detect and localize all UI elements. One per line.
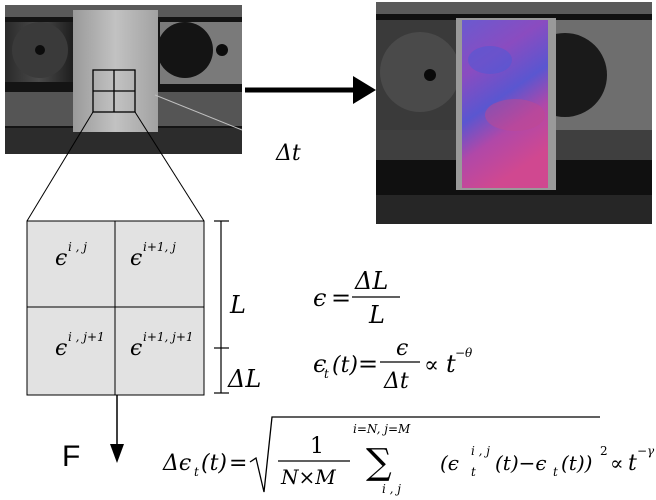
strain-grid: [26, 220, 205, 396]
svg-text:∝: ∝: [424, 353, 439, 378]
force-label: F: [62, 440, 80, 473]
svg-text:i , j: i , j: [471, 444, 490, 458]
svg-text:i=N, j=M: i=N, j=M: [353, 422, 411, 436]
svg-text:i+1, j+1: i+1, j+1: [143, 330, 194, 344]
svg-text:=: =: [331, 284, 351, 312]
left-specimen-photo: [5, 5, 243, 154]
time-step-arrow: [245, 76, 376, 104]
svg-text:1: 1: [310, 434, 324, 459]
length-bracket: [214, 220, 229, 394]
svg-text:i , j: i , j: [382, 482, 401, 496]
svg-text:t: t: [628, 451, 637, 476]
svg-text:ϵ: ϵ: [130, 246, 142, 271]
svg-text:ϵ: ϵ: [55, 246, 67, 271]
svg-text:ϵ: ϵ: [313, 350, 326, 378]
rate-equation: ϵ t (t) = ϵ Δt ∝ t −θ: [313, 336, 473, 394]
svg-text:ϵ: ϵ: [396, 336, 408, 361]
svg-text:(t): (t): [332, 353, 358, 378]
svg-text:Δt: Δt: [383, 369, 409, 394]
svg-text:i+1, j: i+1, j: [143, 240, 176, 254]
svg-text:∝: ∝: [610, 451, 624, 475]
svg-text:i , j+1: i , j+1: [68, 330, 105, 344]
svg-text:N×M: N×M: [280, 465, 336, 489]
svg-text:t: t: [471, 465, 476, 479]
svg-text:2: 2: [600, 444, 608, 458]
length-label: L: [229, 291, 246, 319]
force-arrow: [110, 395, 124, 463]
cell-label-3: ϵ i+1, j+1: [130, 330, 194, 361]
fluctuation-equation: Δϵ t (t) = 1 N×M i=N, j=M ∑ i , j (ϵ t i…: [162, 416, 655, 496]
cell-label-1: ϵ i+1, j: [130, 240, 176, 271]
sqrt-sign: [249, 416, 600, 493]
cell-label-2: ϵ i , j+1: [55, 330, 105, 361]
svg-text:=: =: [358, 350, 378, 378]
svg-text:(ϵ: (ϵ: [440, 451, 459, 475]
zoom-line-right: [134, 111, 205, 222]
svg-text:ϵ: ϵ: [55, 336, 67, 361]
svg-text:t: t: [324, 367, 329, 381]
photo-grid-overlay: [92, 69, 136, 113]
svg-text:(t)−ϵ: (t)−ϵ: [495, 451, 547, 475]
svg-text:L: L: [368, 301, 385, 329]
svg-text:−θ: −θ: [455, 346, 473, 360]
zoom-line-left: [26, 111, 94, 222]
delta-length-label: ΔL: [227, 365, 261, 393]
svg-text:=: =: [229, 451, 247, 476]
svg-text:ϵ: ϵ: [130, 336, 142, 361]
cell-label-0: ϵ i , j: [55, 240, 87, 271]
svg-text:−γ: −γ: [637, 444, 655, 458]
svg-text:ΔL: ΔL: [354, 267, 388, 295]
right-strain-map-photo: [376, 2, 652, 224]
time-step-label: Δt: [275, 141, 301, 166]
svg-text:t: t: [446, 350, 456, 378]
svg-text:t: t: [194, 465, 199, 479]
svg-text:ϵ: ϵ: [313, 284, 326, 312]
svg-text:∑: ∑: [366, 442, 392, 483]
svg-text:Δϵ: Δϵ: [162, 451, 191, 476]
svg-text:i , j: i , j: [68, 240, 87, 254]
svg-text:(t)): (t)): [561, 451, 592, 475]
svg-text:t: t: [553, 465, 558, 479]
strain-equation: ϵ = ΔL L: [313, 267, 400, 329]
svg-text:(t): (t): [201, 451, 227, 476]
